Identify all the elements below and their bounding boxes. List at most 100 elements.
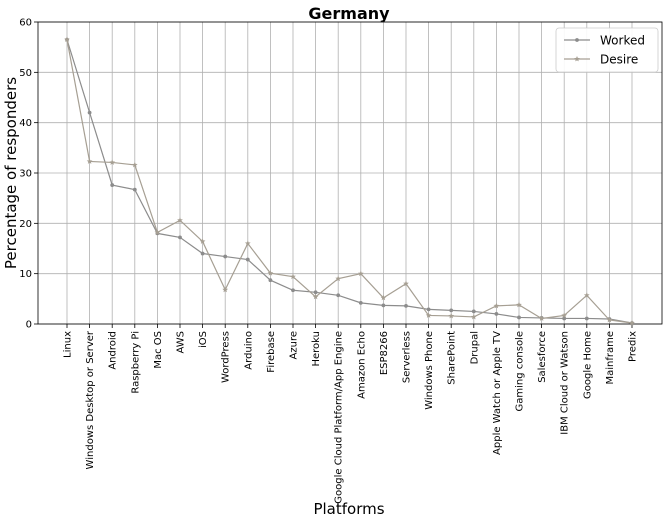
series-line bbox=[66, 39, 633, 324]
x-tick-label: WordPress bbox=[221, 331, 232, 383]
x-tick-label: Mac OS bbox=[153, 331, 164, 369]
data-point bbox=[426, 307, 431, 312]
x-tick-label: Heroku bbox=[311, 331, 322, 367]
data-point bbox=[584, 316, 589, 321]
x-tick-label: ESP8266 bbox=[379, 331, 390, 375]
data-point bbox=[403, 280, 409, 287]
y-tick-label: 20 bbox=[19, 219, 32, 230]
x-tick-label: Windows Phone bbox=[424, 331, 435, 410]
x-tick-label: Gaming console bbox=[515, 331, 526, 411]
data-point bbox=[583, 292, 590, 298]
data-point bbox=[64, 36, 70, 43]
x-axis-title: Platforms bbox=[313, 500, 384, 518]
data-point bbox=[629, 319, 635, 326]
y-axis: 0 10 20 30 40 50 60 bbox=[19, 18, 38, 331]
data-point bbox=[335, 275, 342, 282]
data-point bbox=[606, 316, 613, 323]
y-tick-label: 10 bbox=[19, 269, 32, 280]
x-tick-label: Raspberry Pi bbox=[130, 331, 141, 394]
data-point bbox=[267, 270, 274, 276]
data-point bbox=[223, 254, 228, 259]
x-tick-label: Windows Desktop or Server bbox=[85, 330, 96, 469]
data-point bbox=[109, 159, 116, 165]
legend-entry: Desire bbox=[564, 53, 638, 67]
data-point bbox=[357, 270, 364, 277]
data-point bbox=[313, 290, 318, 295]
data-point bbox=[381, 303, 386, 308]
data-point bbox=[154, 229, 161, 235]
data-point bbox=[222, 286, 229, 293]
data-point bbox=[562, 316, 567, 321]
data-point bbox=[561, 312, 568, 318]
data-point bbox=[449, 308, 454, 313]
legend: Worked Desire bbox=[555, 27, 659, 73]
legend-marker bbox=[575, 38, 579, 42]
series-worked bbox=[65, 37, 634, 325]
data-point bbox=[177, 217, 183, 223]
legend-label: Desire bbox=[600, 53, 638, 67]
x-tick-label: Linux bbox=[63, 331, 74, 358]
data-point bbox=[110, 183, 115, 187]
y-tick-label: 0 bbox=[26, 320, 32, 331]
data-point bbox=[86, 158, 93, 164]
data-point bbox=[448, 312, 455, 319]
y-tick-label: 30 bbox=[19, 169, 32, 180]
x-tick-label: Mainframe bbox=[605, 331, 616, 385]
data-point bbox=[245, 257, 250, 262]
legend-entry: Worked bbox=[564, 34, 645, 48]
x-tick-label: Salesforce bbox=[537, 331, 548, 383]
y-tick-label: 40 bbox=[19, 118, 32, 129]
data-point bbox=[268, 278, 273, 283]
data-point bbox=[87, 110, 92, 115]
data-point bbox=[538, 315, 545, 321]
data-point bbox=[291, 288, 295, 293]
x-tick-label: Azure bbox=[289, 331, 300, 359]
x-tick-label: Drupal bbox=[469, 331, 480, 364]
data-point bbox=[470, 313, 477, 320]
x-tick-label: Amazon Echo bbox=[356, 331, 367, 399]
x-tick-label: Arduino bbox=[243, 331, 254, 370]
data-point bbox=[336, 293, 341, 298]
data-point bbox=[494, 312, 499, 316]
data-point bbox=[178, 235, 182, 240]
series-line bbox=[66, 39, 633, 324]
x-tick-label: SharePoint bbox=[447, 331, 458, 385]
data-point bbox=[200, 251, 205, 256]
x-tick-label: Google Home bbox=[582, 331, 593, 399]
x-axis: Linux Windows Desktop or Server Android Ras… bbox=[63, 324, 639, 504]
x-tick-label: Google Cloud Platform/App Engine bbox=[334, 331, 345, 504]
legend-label: Worked bbox=[600, 34, 645, 48]
data-point bbox=[244, 240, 251, 246]
x-tick-label: Firebase bbox=[266, 331, 277, 373]
data-point bbox=[131, 161, 138, 168]
data-point bbox=[358, 300, 363, 305]
y-tick-label: 60 bbox=[19, 18, 32, 29]
data-point bbox=[517, 315, 521, 320]
data-point bbox=[404, 303, 408, 308]
data-point bbox=[380, 294, 387, 301]
series-layer bbox=[64, 36, 635, 326]
data-point bbox=[516, 301, 522, 308]
chart-title: Germany bbox=[308, 4, 390, 23]
legend-box bbox=[555, 27, 659, 73]
data-point bbox=[312, 293, 319, 300]
data-point bbox=[132, 187, 137, 192]
data-point bbox=[471, 309, 476, 314]
data-point bbox=[290, 273, 296, 280]
x-tick-label: Serverless bbox=[402, 331, 413, 383]
x-tick-label: Android bbox=[108, 331, 119, 370]
y-tick-label: 50 bbox=[19, 68, 32, 79]
legend-marker bbox=[574, 56, 580, 62]
grid bbox=[38, 21, 662, 325]
data-point bbox=[425, 312, 432, 318]
x-tick-label: AWS bbox=[176, 331, 187, 354]
y-axis-title: Percentage of responders bbox=[2, 77, 20, 269]
x-tick-label: IBM Cloud or Watson bbox=[560, 331, 571, 435]
data-point bbox=[493, 302, 500, 309]
series-desire bbox=[64, 36, 635, 326]
x-tick-label: Apple Watch or Apple TV bbox=[492, 331, 503, 455]
data-point bbox=[199, 238, 206, 244]
x-tick-label: iOS bbox=[198, 331, 209, 348]
x-tick-label: Predix bbox=[628, 331, 639, 362]
